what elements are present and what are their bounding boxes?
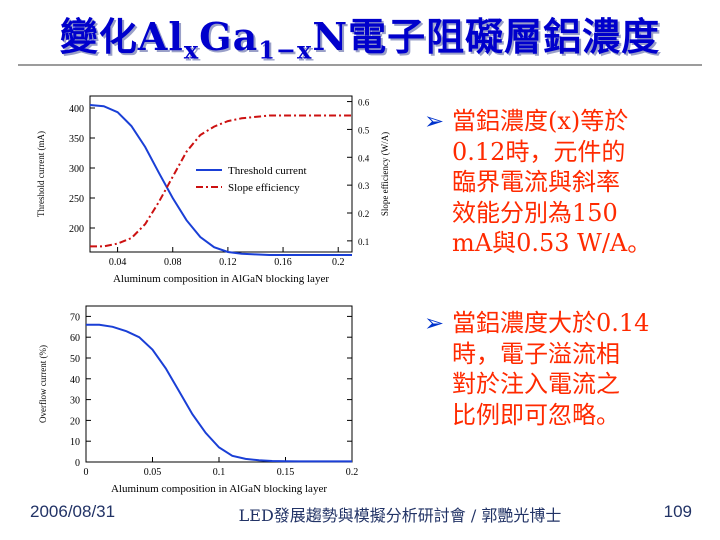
bullet-line: 比例即可忽略。 xyxy=(452,400,620,429)
legend-threshold-label: Threshold current xyxy=(228,165,307,177)
y-axis-label-left: Threshold current (mA) xyxy=(36,131,46,217)
bullet-line: 當鋁濃度大於0.14 xyxy=(452,309,650,337)
x-axis-label: Aluminum composition in AlGaN blocking l… xyxy=(111,483,327,495)
bullet-line: mA與0.53 W/A。 xyxy=(452,229,652,257)
overflow-current-line xyxy=(86,323,352,463)
page-title: 變化AlxGa1−xN電子阻礙層鋁濃度 xyxy=(59,14,661,65)
y-tick-label: 40 xyxy=(70,375,80,386)
y-tick-label: 60 xyxy=(70,333,80,344)
x-tick-label: 0.12 xyxy=(219,257,237,268)
x-tick-label: 0.04 xyxy=(109,257,127,268)
footer-event: LED發展趨勢與模擬分析研討會 / 郭艷光博士 xyxy=(238,506,562,525)
y-tick-label-left: 300 xyxy=(69,164,84,175)
bullet-line: 當鋁濃度(x)等於 xyxy=(452,107,629,135)
x-tick-label: 0.1 xyxy=(213,467,226,478)
y-tick-label-left: 250 xyxy=(69,194,84,205)
arrow-bullet-icon: ➢ xyxy=(424,309,445,337)
x-tick-label: 0.16 xyxy=(274,257,292,268)
plot-frame xyxy=(85,305,353,463)
y-tick-label-right: 0.3 xyxy=(358,181,370,191)
bullet-overflow-summary: ➢ 當鋁濃度大於0.14 時，電子溢流相 對於注入電流之 比例即可忽略。 xyxy=(424,308,714,430)
bullet-line: 對於注入電流之 xyxy=(452,370,620,398)
y-tick-label: 50 xyxy=(70,354,80,365)
x-tick-label: 0.08 xyxy=(164,257,182,268)
footer-date: 2006/08/31 xyxy=(30,502,116,521)
x-tick-label: 0 xyxy=(84,467,89,478)
x-tick-label: 0.2 xyxy=(332,257,345,268)
bullet-line: 效能分別為150 xyxy=(452,198,618,227)
y-tick-label-right: 0.5 xyxy=(358,125,370,135)
y-tick-label: 30 xyxy=(70,396,80,407)
threshold-slope-chart: 200 250 300 350 400 0.1 0.2 0.3 0.4 0.5 0.6 0.04 0.0… xyxy=(36,95,390,285)
x-tick-label: 0.05 xyxy=(144,467,162,478)
plot-frame xyxy=(89,95,353,253)
y-axis-label-right: Slope efficiency (W/A) xyxy=(380,132,390,216)
bullet-line: 時，電子溢流相 xyxy=(452,339,620,368)
x-tick-label: 0.15 xyxy=(277,467,295,478)
overflow-chart: 0 10 20 30 40 50 60 70 0 0.05 0.1 0.15 0.2 Aluminum c… xyxy=(38,305,359,495)
y-tick-label: 70 xyxy=(70,312,80,323)
legend-slope-label: Slope efficiency xyxy=(228,182,300,194)
bullet-threshold-summary: ➢ 當鋁濃度(x)等於 0.12時，元件的 臨界電流與斜率 效能分別為150 m… xyxy=(424,106,714,259)
x-tick-label: 0.2 xyxy=(346,467,359,478)
bullet-line: 臨界電流與斜率 xyxy=(452,168,620,196)
y-tick-label: 0 xyxy=(75,458,80,469)
y-tick-label-left: 350 xyxy=(69,134,84,145)
y-tick-label-right: 0.1 xyxy=(358,237,369,247)
y-axis-label: Overflow current (%) xyxy=(38,345,48,423)
y-tick-label-right: 0.2 xyxy=(358,209,369,219)
y-tick-label: 20 xyxy=(70,416,80,427)
title-divider xyxy=(18,64,702,66)
y-tick-label-left: 200 xyxy=(69,224,84,235)
threshold-current-line xyxy=(89,104,352,256)
slope-efficiency-line xyxy=(90,114,352,248)
y-tick-label: 10 xyxy=(70,437,80,448)
bullet-line: 0.12時，元件的 xyxy=(452,137,626,166)
arrow-bullet-icon: ➢ xyxy=(424,107,445,135)
y-tick-label-right: 0.6 xyxy=(358,98,370,108)
y-tick-label-left: 400 xyxy=(69,104,84,115)
x-axis-label: Aluminum composition in AlGaN blocking l… xyxy=(113,273,329,285)
page-number: 109 xyxy=(663,502,692,521)
y-tick-label-right: 0.4 xyxy=(358,153,370,163)
